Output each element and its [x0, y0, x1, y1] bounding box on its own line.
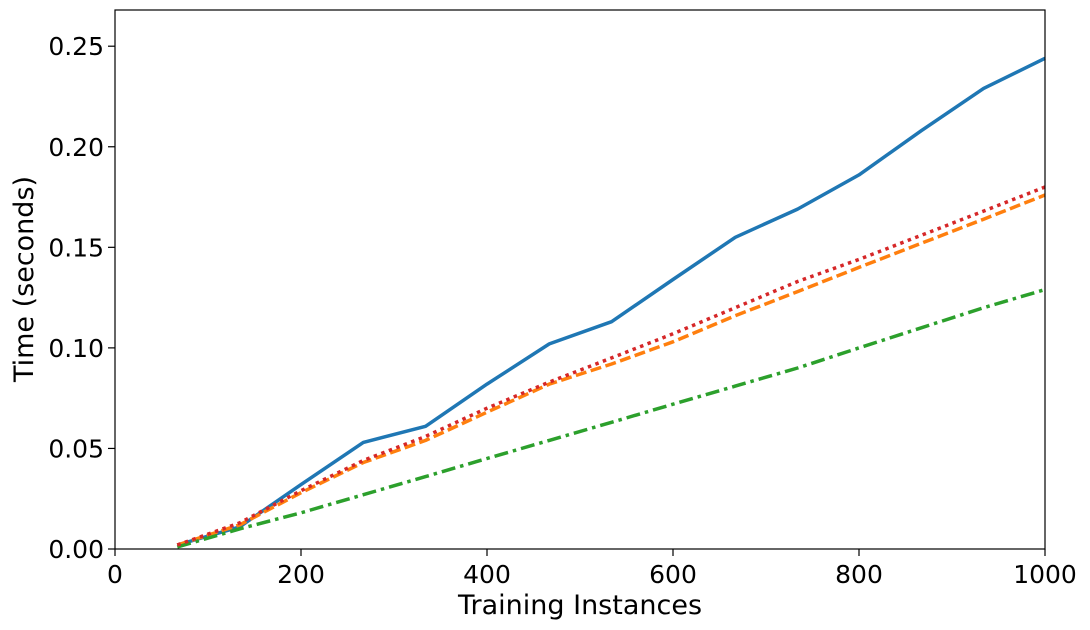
y-axis-label: Time (seconds)	[9, 176, 40, 383]
x-tick-label: 600	[649, 560, 697, 589]
series-layer	[176, 56, 1046, 549]
y-tick-label: 0.00	[48, 535, 104, 564]
x-tick-label: 400	[463, 560, 511, 589]
series-line-3	[176, 287, 1046, 549]
x-axis: 0 200 400 600 800 1000	[107, 549, 1077, 589]
y-axis: 0.00 0.05 0.10 0.15 0.20 0.25	[48, 32, 115, 564]
series-line-1	[176, 56, 1046, 547]
y-tick-label: 0.25	[48, 32, 104, 61]
y-tick-label: 0.05	[48, 434, 104, 463]
x-tick-label: 800	[835, 560, 883, 589]
y-tick-label: 0.20	[48, 133, 104, 162]
x-tick-label: 0	[107, 560, 123, 589]
series-line-2	[176, 193, 1046, 547]
y-tick-label: 0.15	[48, 233, 104, 262]
x-tick-label: 1000	[1013, 560, 1077, 589]
series-line-4	[176, 185, 1046, 547]
plot-background	[115, 10, 1045, 549]
x-tick-label: 200	[277, 560, 325, 589]
y-tick-label: 0.10	[48, 334, 104, 363]
plot-frame	[114, 9, 1046, 550]
x-axis-label: Training Instances	[457, 590, 702, 621]
